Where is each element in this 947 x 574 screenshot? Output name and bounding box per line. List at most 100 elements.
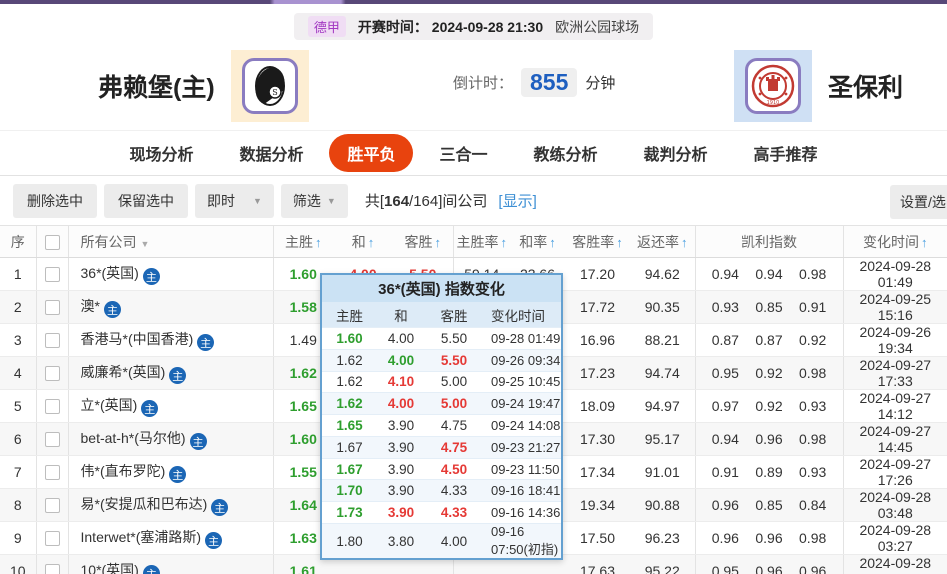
popup-home-odds: 1.60 (336, 330, 363, 346)
home-odds-value: 1.64 (289, 497, 317, 513)
company-cell[interactable]: bet-at-h*(马尔他) 主 (67, 422, 273, 456)
row-checkbox[interactable] (44, 465, 60, 481)
company-name: 立*(英国) (80, 396, 138, 413)
sort-up-icon: ↑ (315, 234, 322, 250)
sort-up-icon: ↑ (921, 234, 928, 250)
select-all-checkbox[interactable] (44, 234, 60, 250)
col-change-time[interactable]: 变化时间 ↑ (842, 225, 947, 258)
company-cell[interactable]: 香港马*(中国香港) 主 (67, 323, 273, 357)
analysis-tab-bar: 现场分析 数据分析 胜平负 三合一 教练分析 裁判分析 高手推荐 (0, 130, 947, 176)
venue: 欧洲公园球场 (555, 18, 640, 35)
row-checkbox-cell (35, 323, 68, 357)
popup-history-row: 1.67 3.90 4.50 09-23 11:50 (322, 457, 561, 480)
popup-draw-odds: 3.90 (387, 505, 415, 521)
col-company-label: 所有公司 (80, 233, 137, 250)
company-count: 共[164/164]间公司 (365, 190, 488, 211)
keep-selected-button[interactable]: 保留选中 (104, 183, 188, 218)
sort-up-icon: ↑ (434, 234, 442, 250)
table-row[interactable]: 10 10*(英国)主 1.61 17.63 95.22 0.95 0.96 (0, 554, 947, 574)
tab-data-analysis[interactable]: 数据分析 (239, 147, 304, 164)
change-time-cell: 2024-09-25 15:16 (842, 290, 947, 324)
row-checkbox[interactable] (44, 531, 60, 547)
row-checkbox[interactable] (44, 300, 60, 316)
kelly-home: 0.96 (711, 497, 739, 513)
popup-history-row: 1.73 3.90 4.33 09-16 14:36 (322, 501, 561, 524)
instant-odds-dropdown[interactable]: 即时 ▼ (195, 183, 274, 218)
row-seq: 10 (0, 554, 36, 574)
popup-change-time: 09-16 18:41 (491, 483, 561, 499)
company-cell[interactable]: 立*(英国) 主 (67, 389, 273, 423)
popup-history-row: 1.62 4.00 5.00 09-24 19:47 (322, 392, 561, 415)
tab-referee-analysis[interactable]: 裁判分析 (643, 147, 708, 164)
col-payout-label: 返还率 (637, 233, 679, 250)
popup-draw-odds: 3.80 (387, 533, 415, 549)
popup-draw-odds: 3.90 (387, 439, 415, 455)
col-draw-odds[interactable]: 和 ↑ (333, 225, 393, 258)
svg-text:1910: 1910 (767, 100, 780, 106)
col-company[interactable]: 所有公司 ▼ (67, 225, 273, 258)
kelly-away: 0.98 (799, 431, 827, 447)
row-checkbox[interactable] (44, 267, 60, 283)
show-link[interactable]: [显示] (498, 193, 537, 210)
col-away-odds[interactable]: 客胜 ↑ (393, 225, 453, 258)
tab-live-analysis[interactable]: 现场分析 (129, 147, 194, 164)
payout-rate-cell: 94.97 (630, 389, 695, 423)
kelly-away: 0.98 (799, 530, 827, 546)
sort-up-icon: ↑ (549, 234, 556, 250)
company-cell[interactable]: 易*(安提瓜和巴布达) 主 (67, 488, 273, 522)
col-draw-label: 和 (351, 233, 366, 250)
row-checkbox[interactable] (44, 432, 60, 448)
tab-coach-analysis[interactable]: 教练分析 (533, 147, 598, 164)
popup-draw-odds: 4.00 (387, 396, 415, 412)
settings-select-button[interactable]: 设置/选 (890, 185, 947, 219)
col-away-rate[interactable]: 客胜率 ↑ (565, 225, 630, 258)
away-rate-cell: 18.09 (565, 389, 630, 423)
away-rate-cell: 17.34 (565, 455, 630, 489)
match-info-pill: 德甲 开赛时间： 2024-09-28 21:30 欧洲公园球场 (293, 13, 654, 40)
company-cell[interactable]: Interwet*(塞浦路斯) 主 (67, 521, 273, 555)
kelly-draw: 0.96 (755, 563, 783, 574)
table-row[interactable]: 9 Interwet*(塞浦路斯) 主 1.63 17.50 96.23 0.96… (0, 521, 947, 555)
popup-draw-odds: 3.90 (387, 483, 415, 499)
row-checkbox[interactable] (44, 366, 60, 382)
row-checkbox[interactable] (44, 498, 60, 514)
count-suffix: /164]间公司 (409, 193, 488, 210)
chevron-down-icon: ▼ (140, 238, 150, 249)
kelly-cell: 0.95 0.96 0.96 (694, 554, 843, 574)
col-kelly: 凯利指数 (694, 225, 843, 258)
popup-change-time: 09-16 07:50(初指) (491, 524, 559, 558)
row-checkbox[interactable] (44, 399, 60, 415)
kelly-home: 0.97 (711, 398, 739, 414)
col-draw-rate[interactable]: 和率 ↑ (510, 225, 565, 258)
filter-dropdown[interactable]: 筛选 ▼ (280, 183, 348, 218)
popup-home-odds: 1.62 (336, 396, 363, 412)
tab-win-draw-lose[interactable]: 胜平负 (329, 134, 414, 172)
row-checkbox[interactable] (44, 333, 60, 349)
company-name: 易*(安提瓜和巴布达) (80, 495, 208, 512)
sort-up-icon: ↑ (500, 234, 508, 250)
chevron-down-icon: ▼ (253, 195, 262, 206)
col-home-rate[interactable]: 主胜率 ↑ (452, 225, 510, 258)
row-checkbox[interactable] (44, 564, 60, 574)
delete-selected-button[interactable]: 删除选中 (13, 183, 97, 218)
col-payout-rate[interactable]: 返还率 ↑ (630, 225, 695, 258)
popup-home-odds: 1.80 (336, 533, 363, 549)
kelly-cell: 0.96 0.96 0.98 (694, 521, 843, 555)
col-home-odds[interactable]: 主胜 ↑ (272, 225, 333, 258)
popup-change-time: 09-26 09:34 (491, 352, 561, 368)
home-badge-icon: 主 (189, 433, 207, 451)
away-rate-cell: 17.20 (565, 257, 630, 291)
change-time-cell: 2024-09-28 03:27 (842, 521, 947, 555)
company-cell[interactable]: 澳* 主 (67, 290, 273, 324)
tab-expert-picks[interactable]: 高手推荐 (753, 147, 818, 164)
odds-history-popup: 36*(英国) 指数变化 主胜 和 客胜 变化时间 1.60 4.00 5.50… (320, 273, 563, 560)
kelly-away: 0.84 (799, 497, 827, 513)
count-prefix: 共[ (364, 193, 385, 210)
company-cell[interactable]: 36*(英国) 主 (67, 257, 273, 291)
tab-three-in-one[interactable]: 三合一 (439, 147, 488, 164)
kelly-away: 0.93 (799, 398, 827, 414)
company-cell[interactable]: 10*(英国)主 (67, 554, 273, 574)
kelly-cell: 0.96 0.85 0.84 (694, 488, 843, 522)
company-cell[interactable]: 威廉希*(英国) 主 (67, 356, 273, 390)
company-cell[interactable]: 伟*(直布罗陀) 主 (67, 455, 273, 489)
